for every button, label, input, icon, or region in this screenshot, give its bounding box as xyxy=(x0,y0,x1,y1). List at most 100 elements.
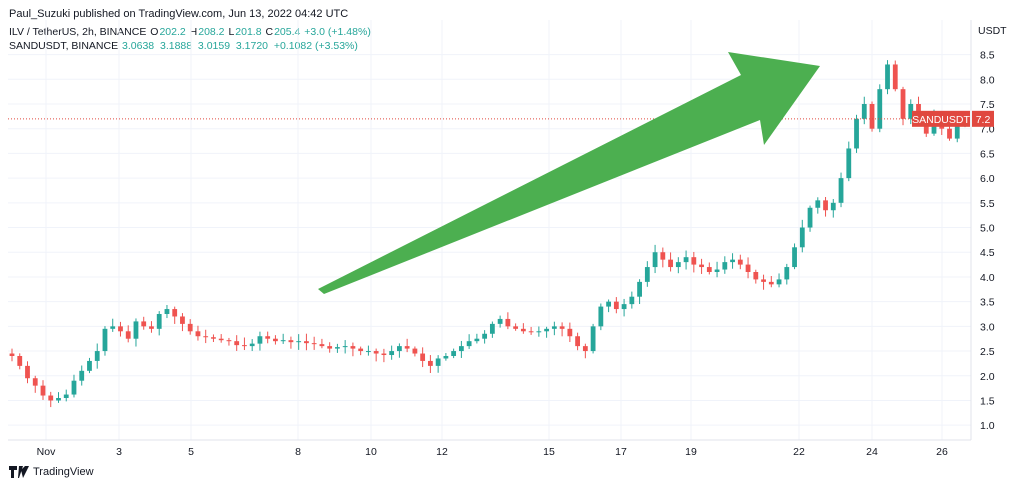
candle-body xyxy=(613,301,619,310)
candle-body xyxy=(71,380,77,395)
candle-body xyxy=(211,337,216,339)
candle-body xyxy=(304,341,309,344)
candle-body xyxy=(234,341,240,346)
candle-body xyxy=(48,395,54,401)
candle-body xyxy=(900,89,906,119)
candle-body xyxy=(559,326,565,329)
sand-values: 3.0638 3.1888 3.0159 3.1720 +0.1082 (+3.… xyxy=(122,40,358,52)
candle-body xyxy=(505,318,511,327)
candle-body xyxy=(412,348,418,354)
candle-body xyxy=(838,178,844,203)
time-axis[interactable]: Nov 3 5 8 10 12 15 17 19 22 24 26 xyxy=(8,439,971,458)
candle-body xyxy=(575,336,581,347)
candle-body xyxy=(226,340,232,342)
candle-body xyxy=(218,338,224,341)
candle-body xyxy=(567,328,573,337)
price-tick-label: 1.5 xyxy=(980,395,995,407)
candle-body xyxy=(420,353,426,361)
candle-body xyxy=(513,326,519,329)
candle-body xyxy=(389,351,395,356)
candle-body xyxy=(869,104,875,129)
price-axis[interactable]: USDT8.58.07.57.06.56.05.55.04.54.03.53.0… xyxy=(912,20,1007,440)
green-arrow-shape xyxy=(318,52,820,294)
candle-body xyxy=(327,346,333,349)
price-tick-label: 3.0 xyxy=(980,321,995,333)
candle-body xyxy=(761,279,766,282)
candle-body xyxy=(799,227,805,248)
candle-body xyxy=(319,344,325,347)
candle-body xyxy=(373,351,379,354)
candle-body xyxy=(621,304,627,310)
price-tick-label: 6.0 xyxy=(980,173,995,185)
time-tick-label: 10 xyxy=(365,446,377,458)
price-tick-label: 3.5 xyxy=(980,297,995,309)
candle-body xyxy=(885,64,890,90)
candle-body xyxy=(427,360,433,366)
candle-body xyxy=(242,345,247,347)
candle-body xyxy=(482,333,488,339)
time-tick-label: 26 xyxy=(936,446,948,458)
candle-body xyxy=(381,353,387,356)
tradingview-logo-icon xyxy=(9,466,29,478)
time-tick-label: 12 xyxy=(436,446,448,458)
candle-body xyxy=(520,328,526,332)
candle-body xyxy=(296,341,302,343)
candle-body xyxy=(404,346,410,349)
candle-body xyxy=(784,267,790,280)
candle-body xyxy=(637,281,642,297)
time-tick-label: 3 xyxy=(116,446,122,458)
price-tick-label: 8.0 xyxy=(980,74,995,86)
open-label: O xyxy=(150,26,159,38)
candle-body xyxy=(32,378,38,386)
price-axis-unit: USDT xyxy=(978,25,1007,37)
low-label: L xyxy=(228,26,235,38)
candle-body xyxy=(172,309,178,317)
candle-body xyxy=(497,318,503,324)
candle-body xyxy=(823,200,828,211)
candle-body xyxy=(675,262,681,268)
price-tick-label: 1.0 xyxy=(980,420,995,432)
time-tick-label: 8 xyxy=(295,446,301,458)
tradingview-brand[interactable]: TradingView xyxy=(9,466,94,478)
candle-body xyxy=(17,356,23,366)
candle-body xyxy=(606,301,611,307)
price-tag-value: 7.2 xyxy=(976,114,991,126)
grid xyxy=(8,20,971,440)
candle-body xyxy=(598,306,604,327)
candle-body xyxy=(776,279,782,285)
candle-body xyxy=(730,259,735,263)
candle-body xyxy=(366,351,371,353)
time-tick-label: 5 xyxy=(188,446,194,458)
candle-body xyxy=(892,64,898,90)
candle-body xyxy=(768,281,774,285)
candle-body xyxy=(249,343,255,347)
price-tick-label: 5.0 xyxy=(980,223,995,235)
candle-body xyxy=(660,252,666,260)
candle-body xyxy=(94,351,100,361)
time-tick-label: 22 xyxy=(793,446,805,458)
candle-body xyxy=(474,338,480,342)
candle-body xyxy=(195,331,201,337)
candle-body xyxy=(451,351,457,356)
candle-body xyxy=(63,394,69,398)
candle-body xyxy=(125,331,131,339)
candle-body xyxy=(458,346,464,352)
candle-body xyxy=(745,264,751,272)
candle-body xyxy=(877,89,883,129)
candle-body xyxy=(544,328,550,332)
candle-body xyxy=(954,123,960,139)
candle-body xyxy=(947,128,952,139)
candle-body xyxy=(288,340,294,343)
price-tag-symbol-bg xyxy=(912,110,970,127)
candle-body xyxy=(706,267,712,272)
candle-body xyxy=(87,360,92,371)
ilv-ohlc-row: ILV / TetherUS, 2h, BINANCE O202.2 H208.… xyxy=(9,26,372,38)
time-tick-label: 19 xyxy=(685,446,697,458)
candle-body xyxy=(590,326,596,352)
candle-body xyxy=(668,259,673,268)
price-tag-value-bg xyxy=(972,110,994,127)
candle-body xyxy=(714,269,720,272)
time-tick-label: 15 xyxy=(543,446,555,458)
low-value: 201.8 xyxy=(235,26,262,38)
